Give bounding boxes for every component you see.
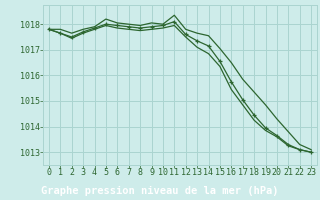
Text: Graphe pression niveau de la mer (hPa): Graphe pression niveau de la mer (hPa) bbox=[41, 186, 279, 196]
